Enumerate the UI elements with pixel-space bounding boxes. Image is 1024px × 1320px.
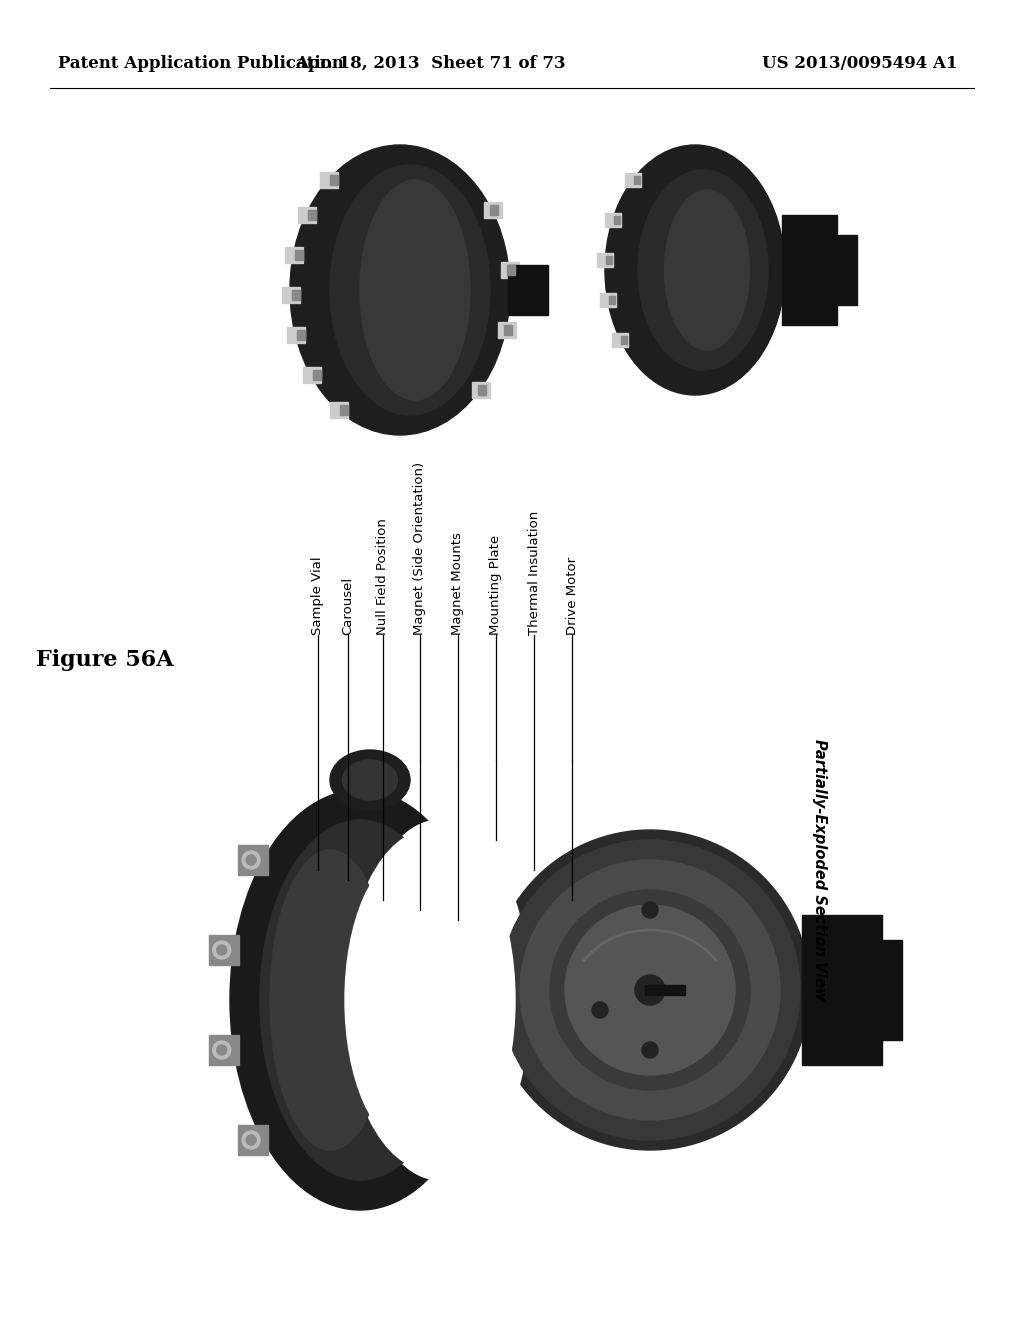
Bar xyxy=(209,935,239,965)
Ellipse shape xyxy=(350,820,530,1180)
Text: Patent Application Publication: Patent Application Publication xyxy=(58,55,344,73)
Bar xyxy=(239,1125,268,1155)
Circle shape xyxy=(642,902,658,917)
Bar xyxy=(331,403,348,418)
Bar xyxy=(782,215,837,325)
Circle shape xyxy=(213,941,230,960)
Circle shape xyxy=(565,906,735,1074)
Text: Apr. 18, 2013  Sheet 71 of 73: Apr. 18, 2013 Sheet 71 of 73 xyxy=(295,55,565,73)
Circle shape xyxy=(642,1041,658,1059)
Circle shape xyxy=(217,945,226,954)
Text: Magnet (Side Orientation): Magnet (Side Orientation) xyxy=(414,462,427,635)
Circle shape xyxy=(500,840,800,1140)
Bar xyxy=(209,1035,239,1065)
Ellipse shape xyxy=(342,760,397,800)
Bar xyxy=(634,176,640,183)
Bar xyxy=(321,172,338,187)
Bar xyxy=(608,296,614,304)
Bar xyxy=(612,333,629,347)
Circle shape xyxy=(246,855,256,865)
Bar xyxy=(508,265,548,315)
Text: Partially-Exploded Section View: Partially-Exploded Section View xyxy=(812,739,827,1001)
Bar xyxy=(298,207,315,223)
Bar xyxy=(802,940,902,1040)
Text: US 2013/0095494 A1: US 2013/0095494 A1 xyxy=(762,55,957,73)
Bar xyxy=(597,253,613,267)
Circle shape xyxy=(635,975,665,1005)
Bar xyxy=(622,337,628,345)
Ellipse shape xyxy=(638,170,768,370)
Ellipse shape xyxy=(360,180,470,400)
Bar xyxy=(782,235,857,305)
Bar xyxy=(239,845,268,875)
Bar xyxy=(606,256,612,264)
Bar xyxy=(604,213,621,227)
Bar xyxy=(600,293,615,308)
Bar xyxy=(507,265,515,275)
Text: Drive Motor: Drive Motor xyxy=(565,557,579,635)
Bar xyxy=(292,290,300,300)
Ellipse shape xyxy=(270,850,390,1150)
Bar xyxy=(498,322,516,338)
Circle shape xyxy=(213,1041,230,1059)
Bar xyxy=(613,216,620,224)
Text: Carousel: Carousel xyxy=(341,577,354,635)
Bar xyxy=(483,202,502,218)
Circle shape xyxy=(592,1002,608,1018)
Text: Thermal Insulation: Thermal Insulation xyxy=(527,511,541,635)
Text: Figure 56A: Figure 56A xyxy=(36,649,174,671)
Bar xyxy=(472,381,489,399)
Ellipse shape xyxy=(665,190,750,350)
Ellipse shape xyxy=(330,165,490,414)
Bar xyxy=(340,405,348,414)
Bar xyxy=(303,367,321,383)
Bar xyxy=(477,385,485,395)
Circle shape xyxy=(242,851,260,869)
Ellipse shape xyxy=(330,750,410,810)
Bar xyxy=(286,247,303,263)
Circle shape xyxy=(217,1045,226,1055)
Text: Magnet Mounts: Magnet Mounts xyxy=(452,532,465,635)
Ellipse shape xyxy=(230,789,490,1210)
Text: Sample Vial: Sample Vial xyxy=(311,556,325,635)
Bar xyxy=(295,249,303,260)
Bar xyxy=(313,370,321,380)
Bar xyxy=(489,205,498,215)
Bar xyxy=(802,915,882,1065)
Ellipse shape xyxy=(345,855,475,1144)
Bar xyxy=(501,261,519,279)
Circle shape xyxy=(490,830,810,1150)
Bar xyxy=(282,286,300,304)
Circle shape xyxy=(520,861,780,1119)
Bar xyxy=(308,210,315,220)
Ellipse shape xyxy=(345,830,515,1170)
Text: Null Field Position: Null Field Position xyxy=(377,519,389,635)
Bar xyxy=(645,985,685,995)
Circle shape xyxy=(246,1135,256,1144)
Bar xyxy=(297,330,305,341)
Text: Mounting Plate: Mounting Plate xyxy=(489,535,503,635)
Ellipse shape xyxy=(260,820,460,1180)
Bar xyxy=(625,173,641,187)
Ellipse shape xyxy=(290,145,510,436)
Bar xyxy=(331,176,338,185)
Circle shape xyxy=(550,890,750,1090)
Bar xyxy=(288,327,305,343)
Ellipse shape xyxy=(605,145,785,395)
Circle shape xyxy=(242,1131,260,1148)
Bar xyxy=(504,325,512,335)
